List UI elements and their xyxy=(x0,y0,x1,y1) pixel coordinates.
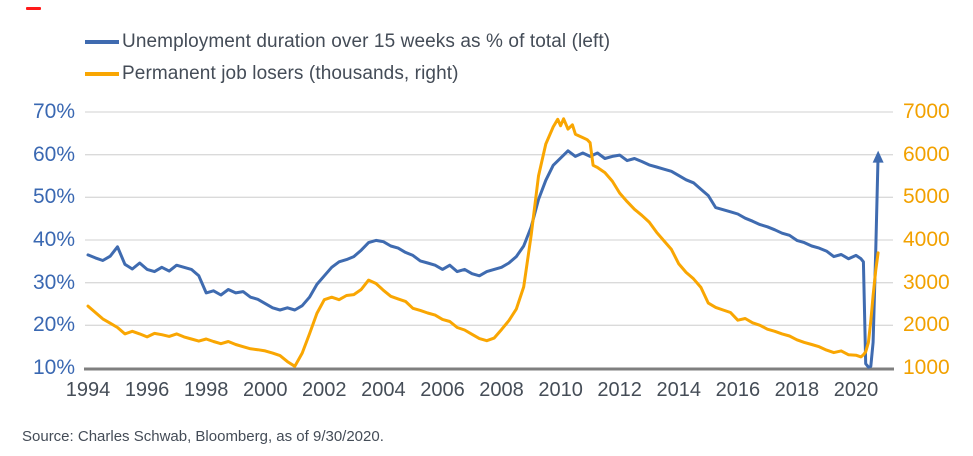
series-unemployment-duration-line xyxy=(86,149,880,369)
y-axis-left-tick-label: 40% xyxy=(32,228,75,251)
x-axis-tick-label: 2018 xyxy=(774,379,820,401)
x-axis-tick-label: 1998 xyxy=(183,379,229,401)
x-axis-tick-label: 1996 xyxy=(124,379,170,401)
series-permanent-job-losers-line xyxy=(86,117,880,368)
x-axis-tick-label: 2020 xyxy=(833,379,879,401)
x-axis-tick-label: 2012 xyxy=(597,379,642,401)
legend-label: Unemployment duration over 15 weeks as %… xyxy=(122,31,611,52)
legend-item-unemployment-duration: Unemployment duration over 15 weeks as %… xyxy=(85,26,610,58)
x-axis-tick-label: 2006 xyxy=(420,379,465,401)
blue-line-swatch-icon xyxy=(85,40,119,44)
x-axis-tick-label: 1994 xyxy=(65,379,111,401)
legend-label: Permanent job losers (thousands, right) xyxy=(122,63,459,84)
y-axis-right-tick-label: 3000 xyxy=(903,270,950,294)
source-note: Source: Charles Schwab, Bloomberg, as of… xyxy=(22,428,384,445)
y-axis-left-tick-label: 50% xyxy=(32,185,75,209)
y-axis-left-tick-label: 20% xyxy=(32,313,75,337)
y-axis-left-tick-label: 30% xyxy=(32,270,75,294)
x-axis-tick-label: 2004 xyxy=(361,379,406,401)
x-axis-tick-label: 2008 xyxy=(479,379,524,401)
red-dash-mark xyxy=(26,7,41,10)
line-arrowhead-icon xyxy=(872,150,884,163)
y-axis-right-tick-label: 4000 xyxy=(903,228,950,251)
y-axis-right-tick-label: 6000 xyxy=(903,142,950,166)
x-axis-tick-label: 2000 xyxy=(242,379,288,401)
y-axis-left-tick-label: 60% xyxy=(32,142,75,166)
y-axis-left-tick-label: 10% xyxy=(32,356,75,379)
y-axis-left-tick-label: 70% xyxy=(32,100,75,123)
y-axis-right-tick-label: 1000 xyxy=(903,356,950,379)
chart-legend: Unemployment duration over 15 weeks as %… xyxy=(85,26,610,90)
x-axis-tick-label: 2010 xyxy=(538,379,583,401)
x-axis-tick-label: 2002 xyxy=(302,379,347,401)
y-axis-right-tick-label: 7000 xyxy=(903,100,950,123)
y-axis-right-tick-label: 2000 xyxy=(903,313,950,337)
legend-item-permanent-job-losers: Permanent job losers (thousands, right) xyxy=(85,58,610,90)
orange-line-swatch-icon xyxy=(85,72,119,76)
x-axis-tick-label: 2014 xyxy=(656,379,702,401)
y-axis-right-tick-label: 5000 xyxy=(903,185,950,209)
x-axis-tick-label: 2016 xyxy=(715,379,761,401)
